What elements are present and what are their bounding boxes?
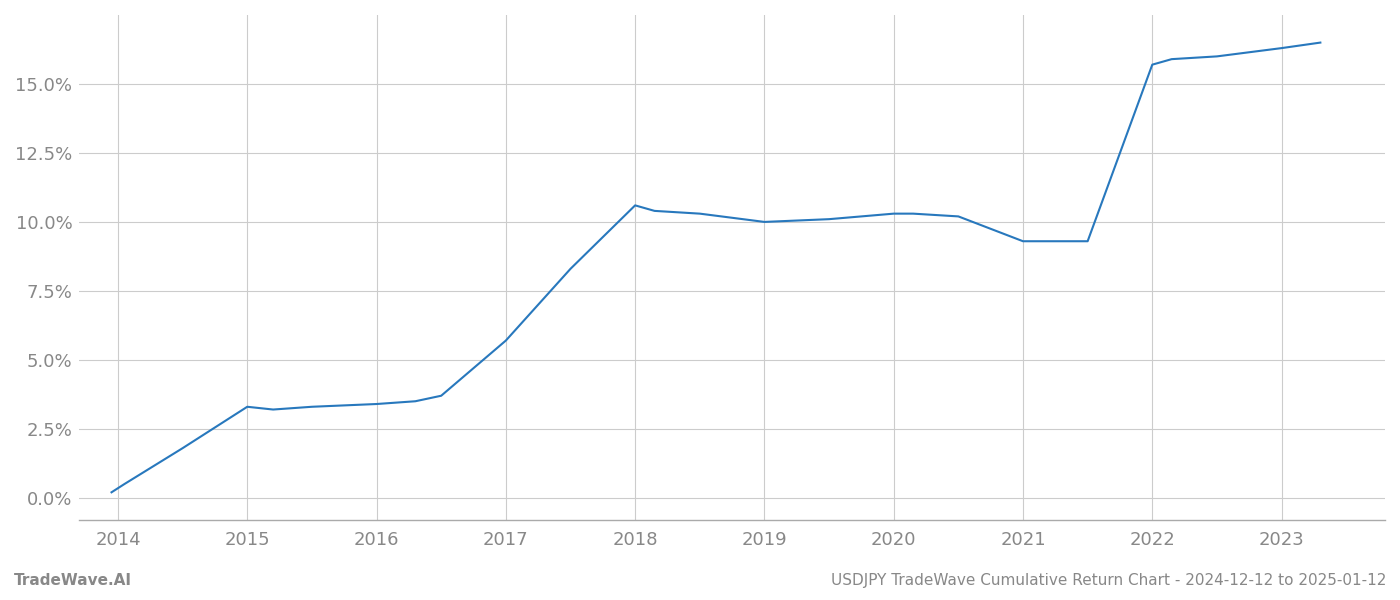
Text: TradeWave.AI: TradeWave.AI — [14, 573, 132, 588]
Text: USDJPY TradeWave Cumulative Return Chart - 2024-12-12 to 2025-01-12: USDJPY TradeWave Cumulative Return Chart… — [830, 573, 1386, 588]
